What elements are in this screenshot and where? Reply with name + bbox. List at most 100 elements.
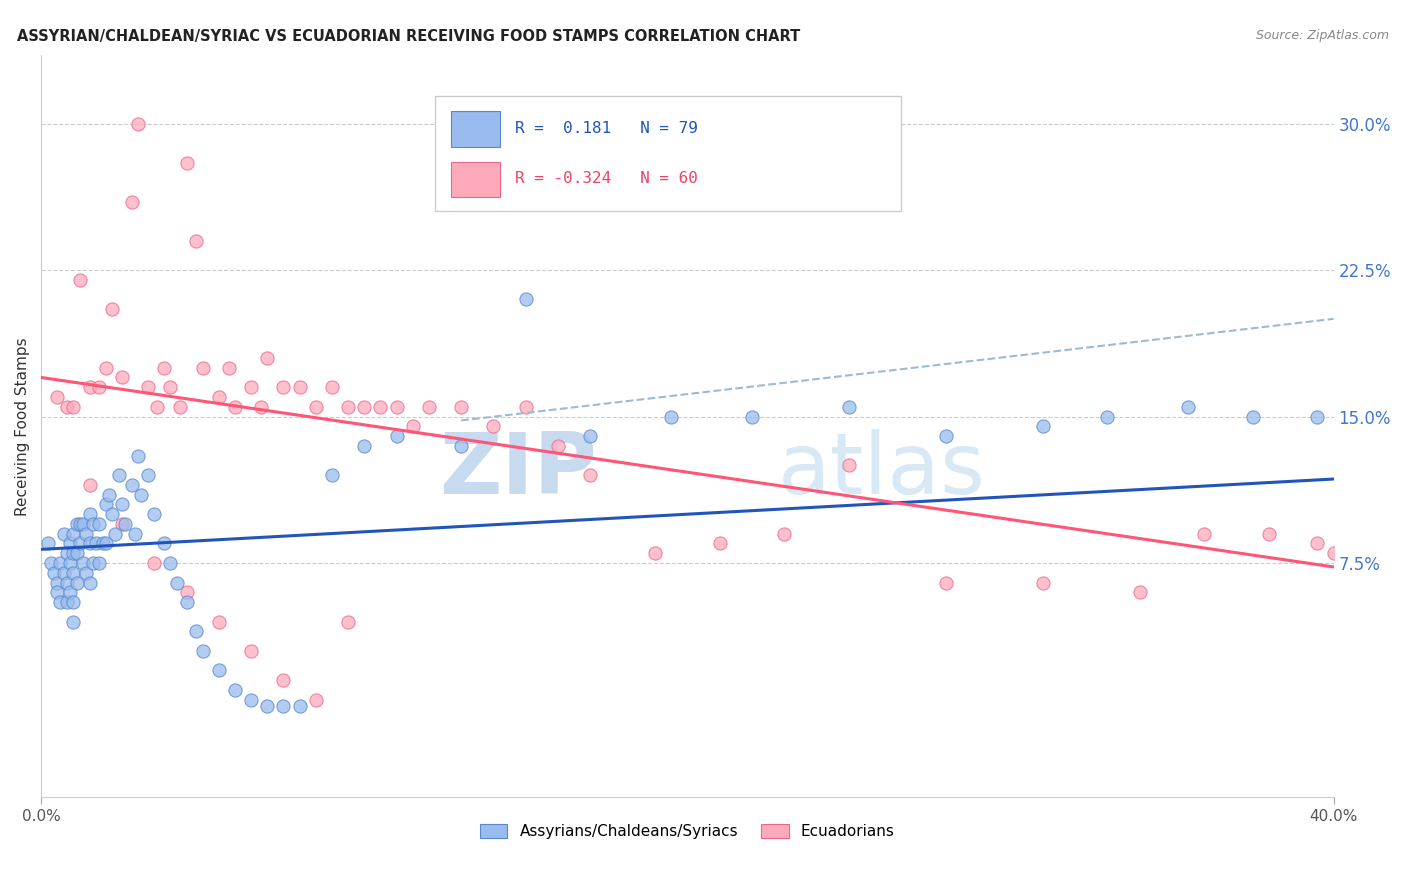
Point xyxy=(79,536,101,550)
Point xyxy=(305,400,328,414)
Point xyxy=(89,380,111,394)
Point xyxy=(159,380,181,394)
Point xyxy=(159,556,181,570)
Point xyxy=(353,400,375,414)
Point xyxy=(62,526,84,541)
Bar xyxy=(451,112,501,147)
Point xyxy=(741,409,763,424)
Point xyxy=(1097,409,1119,424)
Point xyxy=(208,390,231,404)
Point xyxy=(111,370,134,384)
Point xyxy=(94,360,117,375)
Point xyxy=(72,516,94,531)
Point xyxy=(191,644,214,658)
Point xyxy=(191,360,214,375)
Point xyxy=(56,575,79,590)
Point xyxy=(46,585,69,599)
Point xyxy=(101,507,124,521)
Point xyxy=(208,664,231,678)
Point xyxy=(49,595,72,609)
Point xyxy=(72,556,94,570)
Point xyxy=(321,468,343,483)
Point xyxy=(66,575,89,590)
Point xyxy=(79,575,101,590)
Point xyxy=(94,536,117,550)
Point xyxy=(240,380,263,394)
Point xyxy=(127,449,149,463)
Point xyxy=(256,698,278,713)
Point xyxy=(1129,585,1152,599)
Point xyxy=(240,644,263,658)
Point xyxy=(146,400,169,414)
Point xyxy=(321,380,343,394)
Point xyxy=(1177,400,1199,414)
Point xyxy=(62,595,84,609)
Point xyxy=(89,516,111,531)
Point xyxy=(75,566,97,580)
Point xyxy=(136,468,159,483)
Bar xyxy=(451,161,501,197)
Point xyxy=(402,419,425,434)
Point xyxy=(121,194,143,209)
Point xyxy=(52,526,75,541)
Text: atlas: atlas xyxy=(778,429,986,512)
Point xyxy=(94,498,117,512)
Point xyxy=(114,516,136,531)
Point xyxy=(547,439,569,453)
Point xyxy=(69,536,91,550)
Point xyxy=(75,526,97,541)
Point xyxy=(66,546,89,560)
Text: ASSYRIAN/CHALDEAN/SYRIAC VS ECUADORIAN RECEIVING FOOD STAMPS CORRELATION CHART: ASSYRIAN/CHALDEAN/SYRIAC VS ECUADORIAN R… xyxy=(17,29,800,44)
Point xyxy=(82,516,104,531)
Point xyxy=(186,234,208,248)
Point xyxy=(515,400,537,414)
Point xyxy=(46,390,69,404)
Point xyxy=(104,526,127,541)
Point xyxy=(111,516,134,531)
Point xyxy=(1032,575,1054,590)
Point xyxy=(482,419,505,434)
Legend: Assyrians/Chaldeans/Syriacs, Ecuadorians: Assyrians/Chaldeans/Syriacs, Ecuadorians xyxy=(474,818,901,846)
Point xyxy=(935,575,957,590)
Point xyxy=(1241,409,1264,424)
Point xyxy=(1306,536,1329,550)
Point xyxy=(218,360,240,375)
Point xyxy=(288,698,311,713)
Point xyxy=(224,683,246,698)
Point xyxy=(450,400,472,414)
Point xyxy=(49,556,72,570)
Point xyxy=(176,595,198,609)
Point xyxy=(240,693,263,707)
Point xyxy=(46,575,69,590)
Text: Source: ZipAtlas.com: Source: ZipAtlas.com xyxy=(1256,29,1389,42)
Point xyxy=(935,429,957,443)
Point xyxy=(82,556,104,570)
Point xyxy=(62,546,84,560)
Point xyxy=(66,516,89,531)
Point xyxy=(273,380,295,394)
Point xyxy=(121,478,143,492)
Text: ZIP: ZIP xyxy=(439,429,596,512)
Point xyxy=(273,673,295,688)
Point xyxy=(56,595,79,609)
Point xyxy=(773,526,796,541)
Point xyxy=(208,615,231,629)
Point xyxy=(273,698,295,713)
Point xyxy=(79,380,101,394)
Point xyxy=(107,468,129,483)
Point xyxy=(418,400,440,414)
Point xyxy=(1032,419,1054,434)
Point xyxy=(59,585,82,599)
Point xyxy=(59,556,82,570)
Point xyxy=(69,273,91,287)
Point xyxy=(579,468,602,483)
Point xyxy=(62,400,84,414)
Point xyxy=(515,293,537,307)
Point xyxy=(385,429,408,443)
Point xyxy=(56,400,79,414)
Point xyxy=(153,360,176,375)
Point xyxy=(153,536,176,550)
Point xyxy=(579,429,602,443)
Point xyxy=(52,566,75,580)
Bar xyxy=(436,96,901,211)
